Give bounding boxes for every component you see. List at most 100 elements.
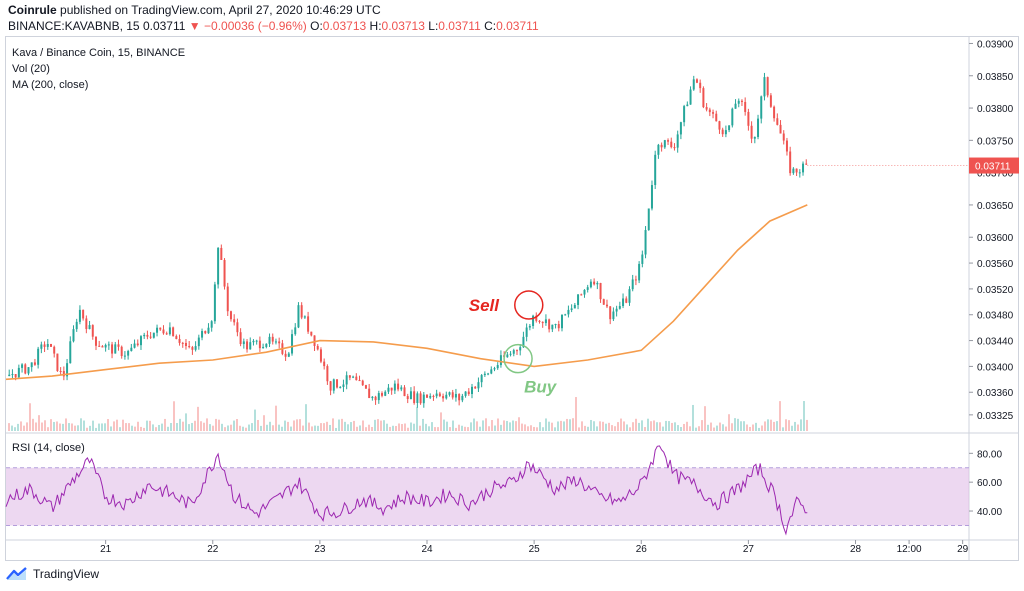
- volume-bar: [359, 425, 361, 431]
- candle-body: [381, 393, 384, 396]
- volume-bar: [164, 418, 166, 431]
- candle-body: [570, 308, 573, 310]
- candle-body: [596, 282, 599, 285]
- volume-bar: [146, 420, 148, 431]
- volume-bar: [113, 421, 115, 431]
- candle-body: [120, 346, 123, 357]
- volume-bar: [698, 426, 700, 431]
- candle-body: [795, 168, 798, 173]
- volume-bar: [497, 418, 499, 431]
- volume-bar: [608, 422, 610, 431]
- candle-body: [464, 391, 467, 396]
- volume-bar: [461, 425, 463, 431]
- legend-volume: Vol (20): [12, 63, 50, 75]
- candle-body: [268, 336, 271, 344]
- candle-body: [712, 112, 715, 114]
- candle-body: [480, 375, 483, 383]
- time-tick-label: 12:00: [897, 544, 922, 555]
- candle-body: [679, 122, 682, 135]
- footer: TradingView: [6, 567, 99, 581]
- candle-body: [583, 289, 586, 295]
- candle-body: [560, 314, 563, 329]
- buy-marker-circle: [503, 343, 533, 374]
- time-tick-label: 28: [850, 544, 862, 555]
- volume-bar: [719, 422, 721, 431]
- candle-body: [188, 345, 191, 348]
- candle-body: [364, 385, 367, 389]
- volume-bar: [236, 418, 238, 431]
- price-tick-label: 0.03750: [977, 136, 1014, 147]
- candle-body: [178, 339, 181, 343]
- candle-body: [557, 324, 560, 329]
- candle-body: [757, 118, 760, 137]
- volume-bar: [185, 413, 187, 431]
- publisher-name[interactable]: Coinrule: [8, 3, 57, 17]
- candle-body: [397, 383, 400, 390]
- volume-bar: [77, 425, 79, 431]
- candle-body: [744, 101, 747, 112]
- candle-body: [246, 341, 249, 350]
- price-tick-label: 0.03440: [977, 337, 1014, 348]
- volume-bar: [503, 420, 505, 431]
- volume-bar: [242, 426, 244, 431]
- volume-bar: [500, 424, 502, 431]
- volume-bar: [101, 423, 103, 431]
- price-tick-label: 0.03520: [977, 285, 1014, 296]
- volume-bar: [260, 425, 262, 431]
- candle-body: [586, 287, 589, 290]
- candle-body: [773, 106, 776, 119]
- candle-body: [40, 344, 43, 349]
- volume-bar: [644, 427, 646, 431]
- volume-bar: [29, 403, 31, 431]
- volume-bar: [428, 426, 430, 431]
- candle-body: [686, 104, 689, 107]
- volume-bar: [656, 422, 658, 431]
- candle-body: [239, 332, 242, 345]
- volume-bar: [599, 421, 601, 431]
- candle-body: [416, 393, 419, 403]
- candle-body: [17, 367, 20, 378]
- volume-bar: [251, 423, 253, 431]
- volume-bar: [86, 427, 88, 431]
- volume-bar: [341, 418, 343, 431]
- volume-bar: [785, 419, 787, 431]
- candle-body: [532, 315, 535, 326]
- volume-bar: [161, 423, 163, 431]
- candle-body: [310, 331, 313, 336]
- candle-body: [544, 319, 547, 324]
- volume-bar: [677, 425, 679, 431]
- volume-bar: [44, 420, 46, 431]
- candle-body: [303, 316, 306, 318]
- open-label: O:: [310, 19, 323, 33]
- price-tick-label: 0.03700: [977, 169, 1014, 180]
- candle-body: [747, 111, 750, 126]
- time-tick-label: 21: [100, 544, 112, 555]
- volume-bar: [527, 426, 529, 431]
- candle-body: [37, 348, 40, 365]
- legend-ma: MA (200, close): [12, 79, 89, 91]
- volume-bar: [203, 422, 205, 431]
- volume-bar: [269, 421, 271, 431]
- candle-body: [91, 325, 94, 337]
- footer-brand[interactable]: TradingView: [33, 567, 100, 581]
- candle-body: [567, 309, 570, 315]
- candle-body: [573, 304, 576, 309]
- volume-bar: [752, 424, 754, 431]
- candle-body: [419, 393, 422, 404]
- close-label: C:: [484, 19, 497, 33]
- candle-body: [471, 386, 474, 395]
- volume-bar: [470, 422, 472, 431]
- volume-bar: [314, 425, 316, 431]
- volume-bar: [119, 427, 121, 431]
- volume-bar: [56, 421, 58, 431]
- candle-body: [512, 350, 515, 354]
- volume-bar: [572, 418, 574, 431]
- candle-body: [107, 344, 110, 346]
- candle-body: [220, 247, 223, 260]
- volume-bar: [695, 427, 697, 431]
- volume-bar: [416, 407, 418, 431]
- candle-body: [184, 342, 187, 346]
- publish-info: Coinrule published on TradingView.com, A…: [8, 3, 381, 17]
- candle-body: [779, 124, 782, 134]
